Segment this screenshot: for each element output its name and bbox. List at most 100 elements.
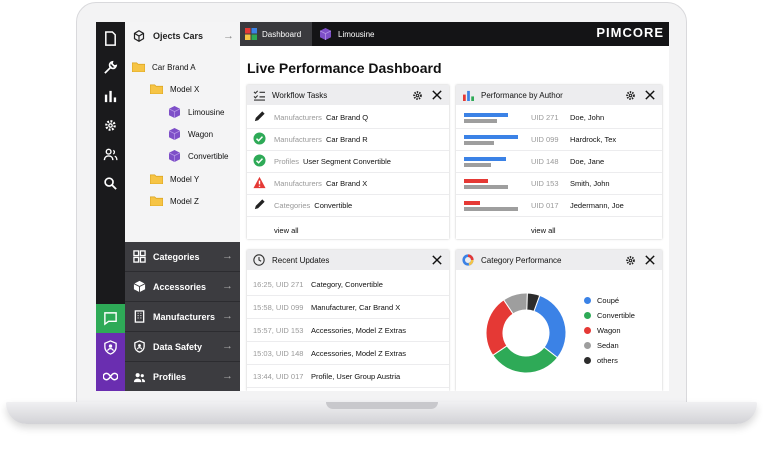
list-item[interactable]: 15:03, UID 148 Accessories, Model Z Extra… [247, 343, 449, 365]
donut-slice [493, 346, 558, 373]
tree-item-model-z[interactable]: Model Z [150, 191, 199, 211]
tree-item-label: Wagon [188, 130, 213, 139]
tree-header[interactable]: Ojects Cars → [125, 22, 240, 50]
legend-item: Coupé [584, 296, 619, 305]
object-tree: Ojects Cars → Car Brand A Model X Limous… [125, 22, 240, 242]
users-icon[interactable] [96, 140, 125, 169]
arrow-right-icon: → [222, 280, 233, 292]
folder-icon [150, 196, 163, 206]
list-item[interactable]: 15:57, UID 153 Accessories, Model Z Extra… [247, 320, 449, 342]
tab-limousine[interactable]: Limousine [314, 22, 386, 46]
row-label: Convertible [314, 201, 352, 210]
tree-item-car-brand-a[interactable]: Car Brand A [132, 57, 196, 77]
search-icon[interactable] [96, 169, 125, 198]
row-prefix: Profiles [274, 157, 299, 166]
file-icon[interactable] [96, 24, 125, 53]
row-label: Profile, User Group Austria [311, 372, 400, 381]
list-item[interactable]: Profiles User Segment Convertible [247, 151, 449, 173]
author-reference-bar [464, 141, 494, 145]
nav-item-categories[interactable]: Categories → [125, 242, 240, 272]
legend-swatch [584, 327, 591, 334]
tree-item-wagon[interactable]: Wagon [169, 124, 213, 144]
check-circle-icon [253, 132, 267, 147]
gear-icon[interactable] [96, 111, 125, 140]
list-item[interactable]: Manufacturers Car Brand X [247, 173, 449, 195]
nav-label: Categories [153, 252, 200, 262]
task-list-icon [252, 89, 266, 101]
nav-item-manufacturers[interactable]: Manufacturers → [125, 302, 240, 332]
nav-item-data-safety[interactable]: Data Safety → [125, 332, 240, 362]
list-item[interactable]: Manufacturers Car Brand Q [247, 107, 449, 129]
tree-item-model-y[interactable]: Model Y [150, 169, 199, 189]
row-label: Car Brand Q [326, 113, 368, 122]
legend-label: Wagon [597, 326, 621, 335]
infinity-icon[interactable] [96, 362, 125, 391]
nav-label: Profiles [153, 372, 186, 382]
panel-title: Recent Updates [272, 256, 329, 265]
list-item[interactable]: 13:44, UID 017 Profile, User Group Austri… [247, 366, 449, 388]
arrow-right-icon: → [222, 370, 233, 382]
row-time: 15:03, UID 148 [253, 349, 311, 358]
row-label: Category, Convertible [311, 280, 383, 289]
object-cube-icon [169, 150, 180, 162]
legend-swatch [584, 312, 591, 319]
pencil-icon [253, 110, 267, 125]
author-uid: UID 148 [531, 157, 559, 166]
row-time: 15:58, UID 099 [253, 303, 311, 312]
category-panel: Category Performance Coupé Convertible Wag… [456, 250, 662, 391]
icon-rail [96, 22, 125, 391]
grid-icon [132, 250, 146, 264]
legend-label: Convertible [597, 311, 635, 320]
top-bar: Dashboard Limousine PIMCORE [240, 22, 669, 46]
list-item[interactable]: UID 153 Smith, John [456, 173, 662, 195]
building-icon [132, 310, 146, 324]
close-icon[interactable] [640, 250, 660, 270]
list-item[interactable]: 16:25, UID 271 Category, Convertible [247, 274, 449, 296]
bar-chart-icon[interactable] [96, 82, 125, 111]
row-time: 15:57, UID 153 [253, 326, 311, 335]
tab-dashboard[interactable]: Dashboard [240, 22, 312, 46]
tree-item-convertible[interactable]: Convertible [169, 146, 228, 166]
gear-icon[interactable] [407, 85, 427, 105]
list-item[interactable]: UID 099 Hardrock, Tex [456, 129, 662, 151]
panel-title: Category Performance [481, 256, 561, 265]
chat-icon[interactable] [96, 304, 125, 333]
donut-icon [461, 254, 475, 266]
row-label: Manufacturer, Car Brand X [311, 303, 400, 312]
row-label: Accessories, Model Z Extras [311, 326, 406, 335]
nav-item-accessories[interactable]: Accessories → [125, 272, 240, 302]
legend-item: Sedan [584, 341, 619, 350]
list-item[interactable]: Manufacturers Car Brand R [247, 129, 449, 151]
legend-item: others [584, 356, 618, 365]
tab-label: Dashboard [262, 30, 301, 39]
tree-item-model-x[interactable]: Model X [150, 79, 199, 99]
close-icon[interactable] [640, 85, 660, 105]
list-item[interactable]: 15:58, UID 099 Manufacturer, Car Brand X [247, 297, 449, 319]
tree-item-limousine[interactable]: Limousine [169, 102, 224, 122]
list-item[interactable]: UID 017 Jedermann, Joe [456, 195, 662, 217]
tree-item-label: Model X [170, 85, 199, 94]
list-item[interactable]: UID 271 Doe, John [456, 107, 662, 129]
view-all-link[interactable]: view all [274, 226, 299, 235]
tree-item-label: Model Z [170, 197, 199, 206]
legend-item: Wagon [584, 326, 621, 335]
panel-header: Recent Updates [247, 250, 449, 270]
close-icon[interactable] [427, 85, 447, 105]
folder-icon [150, 84, 163, 94]
list-item[interactable]: UID 148 Doe, Jane [456, 151, 662, 173]
gear-icon[interactable] [620, 250, 640, 270]
pimcore-logo: PIMCORE [596, 25, 664, 40]
author-name: Smith, John [570, 179, 610, 188]
author-reference-bar [464, 119, 497, 123]
bar-chart-icon [461, 89, 475, 101]
author-panel: Performance by Author UID 271 Doe, John UI… [456, 85, 662, 239]
arrow-right-icon: → [222, 310, 233, 322]
close-icon[interactable] [427, 250, 447, 270]
wrench-icon[interactable] [96, 53, 125, 82]
author-uid: UID 271 [531, 113, 559, 122]
shield-user-icon[interactable] [96, 333, 125, 362]
gear-icon[interactable] [620, 85, 640, 105]
view-all-link[interactable]: view all [531, 226, 556, 235]
nav-item-profiles[interactable]: Profiles → [125, 362, 240, 391]
list-item[interactable]: Categories Convertible [247, 195, 449, 217]
